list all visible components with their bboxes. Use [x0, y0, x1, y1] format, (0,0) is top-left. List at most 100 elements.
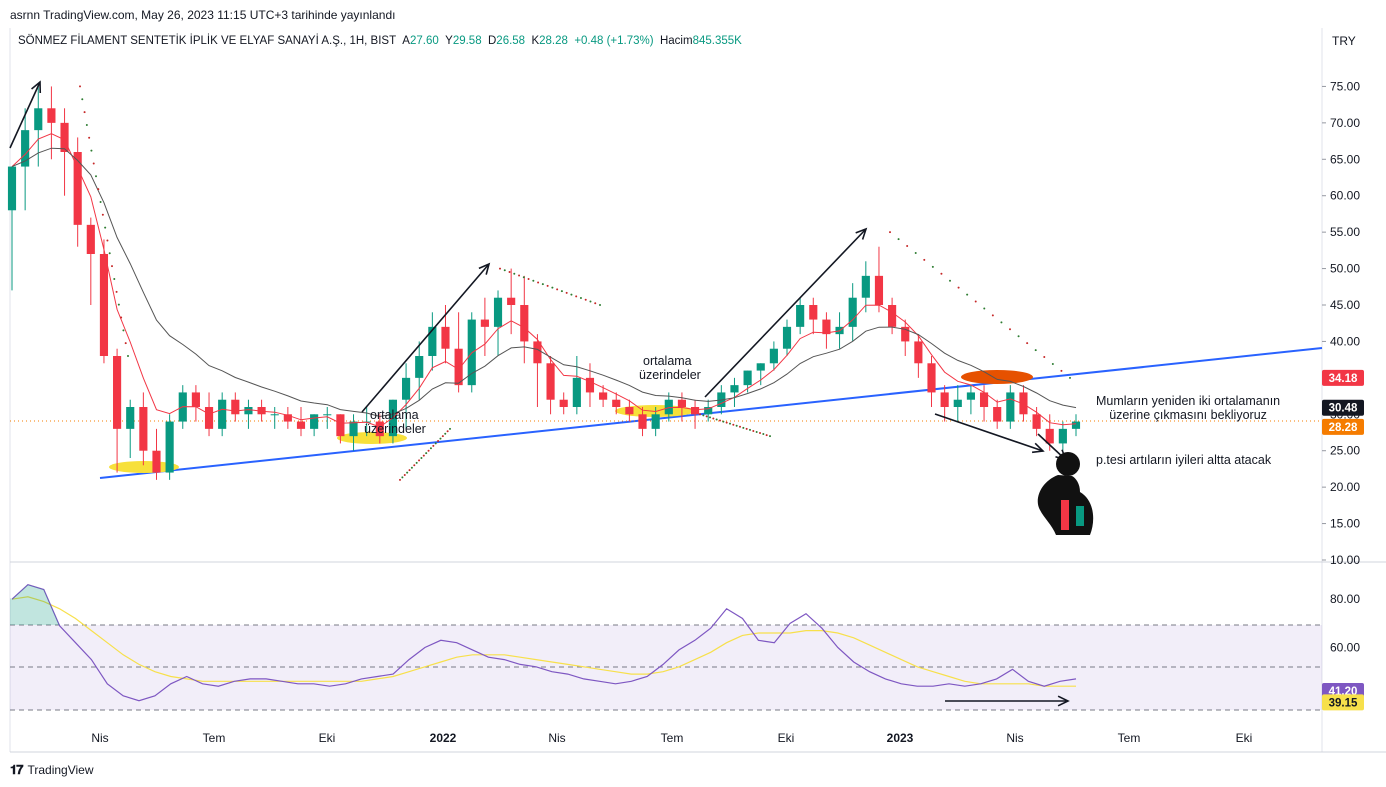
sar-dot [889, 231, 891, 234]
time-tick-label: Nis [1006, 731, 1023, 745]
candle-body [953, 399, 962, 407]
sar-dot [422, 454, 425, 457]
candle-body [796, 305, 805, 327]
candle-body [139, 407, 148, 451]
sar-dot [575, 295, 578, 298]
sar-dot [537, 281, 540, 284]
sar-dot [755, 430, 758, 433]
candle-body [546, 363, 555, 400]
sar-dot [1000, 321, 1003, 324]
sar-dot [966, 293, 969, 296]
candle-body [1032, 414, 1041, 429]
candle-body [940, 392, 949, 407]
sar-dot [127, 355, 129, 357]
rsi-line [11, 584, 1077, 702]
candle-body [126, 407, 135, 429]
candle-body [1019, 392, 1028, 415]
candle-body [822, 319, 831, 335]
sar-dot [752, 429, 755, 432]
candle-body [402, 377, 411, 400]
sar-dot [97, 188, 100, 191]
candle-body [848, 297, 857, 327]
brand-name: TradingView [27, 763, 94, 777]
candle-body [165, 421, 174, 473]
moving-average-lines [11, 85, 1077, 481]
price-tick-label: 45.00 [1330, 298, 1360, 312]
sar-dot [518, 274, 521, 277]
price-tick-label: 60.00 [1330, 189, 1360, 203]
sar-dot [725, 421, 728, 424]
candle-body [428, 326, 437, 356]
candle-body [704, 407, 713, 415]
candle-body [323, 414, 332, 416]
sar-dot [449, 427, 451, 430]
sar-dot [527, 277, 530, 280]
sar-dot [762, 433, 765, 436]
highlight-yellow-1 [109, 461, 179, 473]
candle-body [1071, 421, 1081, 429]
sar-dot [560, 290, 563, 293]
open-label: A [402, 35, 410, 47]
price-tick-label: 75.00 [1330, 79, 1360, 93]
volume-value: 845.355K [692, 35, 742, 47]
sar-dot [705, 415, 708, 418]
candle-body [493, 297, 503, 327]
sar-dot [106, 239, 109, 242]
candle-body [782, 326, 792, 349]
candle-body [231, 399, 240, 415]
time-tick-label: Nis [548, 731, 565, 745]
note-ortalama-1: ortalama üzerindeler [364, 408, 426, 436]
candle-body [559, 399, 568, 407]
candle-body [809, 305, 818, 320]
price-tick-label: 50.00 [1330, 262, 1360, 276]
time-tick-label: Tem [203, 731, 226, 745]
price-tick-label: 10.00 [1330, 553, 1360, 567]
sar-dot [406, 471, 409, 474]
sar-dot [594, 302, 597, 305]
candle-body [86, 224, 95, 254]
note2-line1: ortalama [643, 354, 692, 368]
price-label-high: 34.18 [1329, 373, 1358, 385]
candle-body [480, 319, 489, 327]
time-tick-label: Tem [1118, 731, 1141, 745]
candle-body [599, 392, 608, 400]
candle-body [375, 421, 384, 437]
time-axis: Nis Tem Eki 2022 Nis Tem Eki 2023 Nis Tem Eki [91, 731, 1252, 745]
candle-body [638, 414, 647, 429]
sar-dot [85, 123, 88, 126]
sar-dot [441, 435, 444, 438]
currency-label[interactable]: TRY [1332, 34, 1356, 48]
arrow-head [1057, 695, 1070, 707]
sar-dot [570, 293, 573, 296]
sar-dot [749, 428, 751, 431]
arrow-head [855, 227, 868, 240]
sar-dot [83, 111, 86, 114]
candle-body [7, 166, 17, 211]
sar-dot [991, 314, 994, 317]
sar-dot [399, 478, 401, 481]
footer-brand[interactable]: 𝟏𝟕 TradingView [10, 762, 94, 778]
highlight-orange [961, 370, 1033, 384]
sar-dot [584, 298, 587, 301]
annotation-arrows [9, 80, 1070, 707]
price-tick-label: 65.00 [1330, 152, 1360, 166]
candle-body [612, 399, 621, 407]
candle-body [585, 377, 595, 393]
rsi-overbought-fill [10, 584, 60, 626]
candle-body [60, 122, 69, 152]
candle-body [1058, 428, 1067, 444]
sar-dot [579, 297, 582, 300]
candle-body [520, 305, 529, 342]
price-tick-label: 70.00 [1330, 116, 1360, 130]
publish-bar: asrnn TradingView.com, May 26, 2023 11:1… [0, 0, 1386, 28]
sar-dot [1017, 335, 1020, 338]
sar-dot [403, 474, 406, 476]
note-mumlar: Mumların yeniden iki ortalamanın üzerine… [1096, 394, 1280, 422]
sar-dot [769, 435, 771, 438]
time-tick-label: Eki [319, 731, 336, 745]
price-tick-label: 55.00 [1330, 225, 1360, 239]
price-tick-label: 40.00 [1330, 334, 1360, 348]
sar-dot [420, 457, 423, 459]
sar-dot [415, 461, 418, 464]
